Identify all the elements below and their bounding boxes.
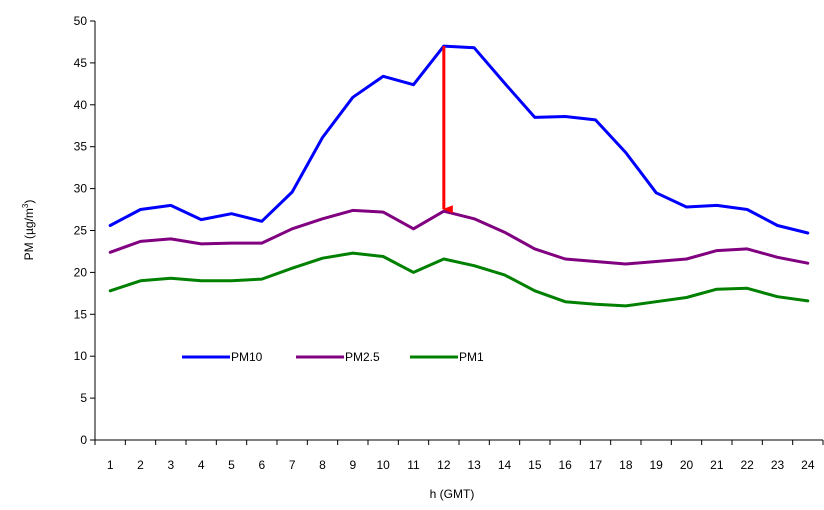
series-line-pm10 [108, 44, 810, 235]
y-axis-title: PM (µg/m3) [21, 200, 36, 261]
x-tick-label: 12 [437, 458, 451, 472]
legend: PM10 PM2.5 PM1 [182, 350, 484, 364]
x-axis: 1 2 3 4 5 6 7 8 9 10 11 12 13 14 15 16 17 18 19 20 21 22 23 24 [94, 439, 824, 472]
series-line-pm2-5 [108, 208, 810, 266]
x-tick-label: 9 [349, 458, 356, 472]
x-tick-label: 3 [167, 458, 174, 472]
x-axis-title: h (GMT) [430, 487, 475, 501]
y-tick-label: 30 [74, 182, 88, 196]
x-tick-label: 5 [228, 458, 235, 472]
y-axis-title-tail: ) [22, 200, 36, 204]
y-axis: 0 5 10 15 20 25 30 35 40 45 50 [74, 14, 96, 447]
y-axis-title-main: PM (µg/m [22, 208, 36, 260]
x-tick-label: 16 [558, 458, 572, 472]
x-tick-label: 19 [649, 458, 663, 472]
x-tick-label: 2 [137, 458, 144, 472]
legend-label-pm2-5: PM2.5 [345, 350, 380, 364]
series-line-pm1 [108, 251, 810, 308]
x-tick-label: 10 [376, 458, 390, 472]
x-tick-label: 15 [528, 458, 542, 472]
y-axis-title-superscript: 3 [21, 203, 30, 208]
x-tick-label: 11 [407, 458, 420, 472]
x-tick-label: 7 [289, 458, 296, 472]
x-tick-label: 18 [619, 458, 633, 472]
y-tick-label: 45 [74, 56, 88, 70]
y-tick-label: 15 [74, 307, 88, 321]
series-layer [108, 44, 810, 308]
y-tick-label: 40 [74, 98, 88, 112]
x-tick-label: 6 [258, 458, 265, 472]
x-tick-label: 21 [710, 458, 724, 472]
x-tick-label: 17 [589, 458, 603, 472]
legend-label-pm10: PM10 [231, 350, 263, 364]
x-tick-label: 13 [467, 458, 481, 472]
y-tick-label: 25 [74, 224, 88, 238]
x-tick-label: 20 [680, 458, 694, 472]
y-tick-label: 10 [74, 349, 88, 363]
x-tick-label: 23 [771, 458, 785, 472]
x-tick-label: 8 [319, 458, 326, 472]
y-tick-label: 35 [74, 140, 88, 154]
x-tick-label: 1 [107, 458, 114, 472]
x-tick-label: 14 [498, 458, 512, 472]
y-tick-label: 50 [74, 14, 88, 28]
y-tick-label: 5 [80, 391, 87, 405]
y-tick-label: 20 [74, 265, 88, 279]
y-tick-label: 0 [80, 433, 87, 447]
x-tick-label: 22 [740, 458, 754, 472]
legend-label-pm1: PM1 [459, 350, 484, 364]
x-tick-label: 4 [198, 458, 205, 472]
x-tick-label: 24 [801, 458, 815, 472]
